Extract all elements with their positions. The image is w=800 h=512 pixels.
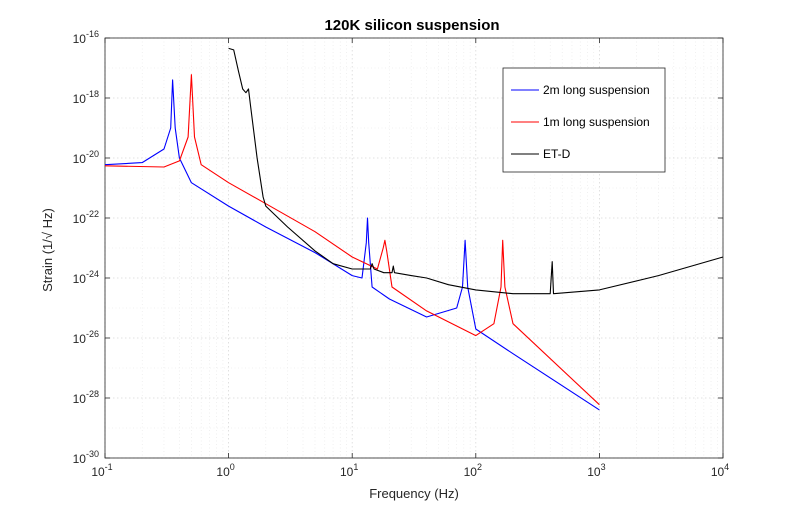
y-tick-label: 10-20 bbox=[73, 149, 99, 166]
y-tick-label: 10-30 bbox=[73, 449, 99, 466]
y-tick-label: 10-24 bbox=[73, 269, 99, 286]
x-axis-label: Frequency (Hz) bbox=[369, 486, 459, 501]
x-tick-label: 102 bbox=[464, 462, 482, 479]
y-axis-label: Strain (1/√ Hz) bbox=[40, 208, 55, 292]
legend-label-3: ET-D bbox=[543, 147, 571, 161]
y-tick-labels: 10-16 10-18 10-20 10-22 10-24 10-26 10-28 10-30 bbox=[73, 29, 99, 466]
series-line-3 bbox=[228, 47, 724, 295]
x-tick-label: 103 bbox=[587, 462, 605, 479]
y-tick-label: 10-28 bbox=[73, 389, 99, 406]
y-tick-label: 10-26 bbox=[73, 329, 99, 346]
axis-ticks bbox=[104, 37, 724, 459]
legend-label-1: 2m long suspension bbox=[543, 83, 650, 97]
legend: 2m long suspension 1m long suspension ET-D bbox=[502, 67, 666, 173]
series-layer bbox=[104, 47, 724, 411]
x-tick-labels: 10-1 100 101 102 103 104 bbox=[91, 462, 729, 479]
x-tick-label: 10-1 bbox=[91, 462, 112, 479]
series-line-2 bbox=[104, 74, 600, 406]
y-tick-label: 10-22 bbox=[73, 209, 99, 226]
legend-label-2: 1m long suspension bbox=[543, 115, 650, 129]
x-tick-label: 104 bbox=[711, 462, 729, 479]
chart-title: 120K silicon suspension bbox=[324, 17, 499, 34]
series-line-1 bbox=[104, 79, 600, 411]
plot-area-border bbox=[104, 37, 724, 459]
y-tick-label: 10-18 bbox=[73, 89, 99, 106]
x-tick-label: 100 bbox=[216, 462, 234, 479]
legend-box bbox=[502, 67, 666, 173]
y-tick-label: 10-16 bbox=[73, 29, 99, 46]
x-tick-label: 101 bbox=[340, 462, 358, 479]
